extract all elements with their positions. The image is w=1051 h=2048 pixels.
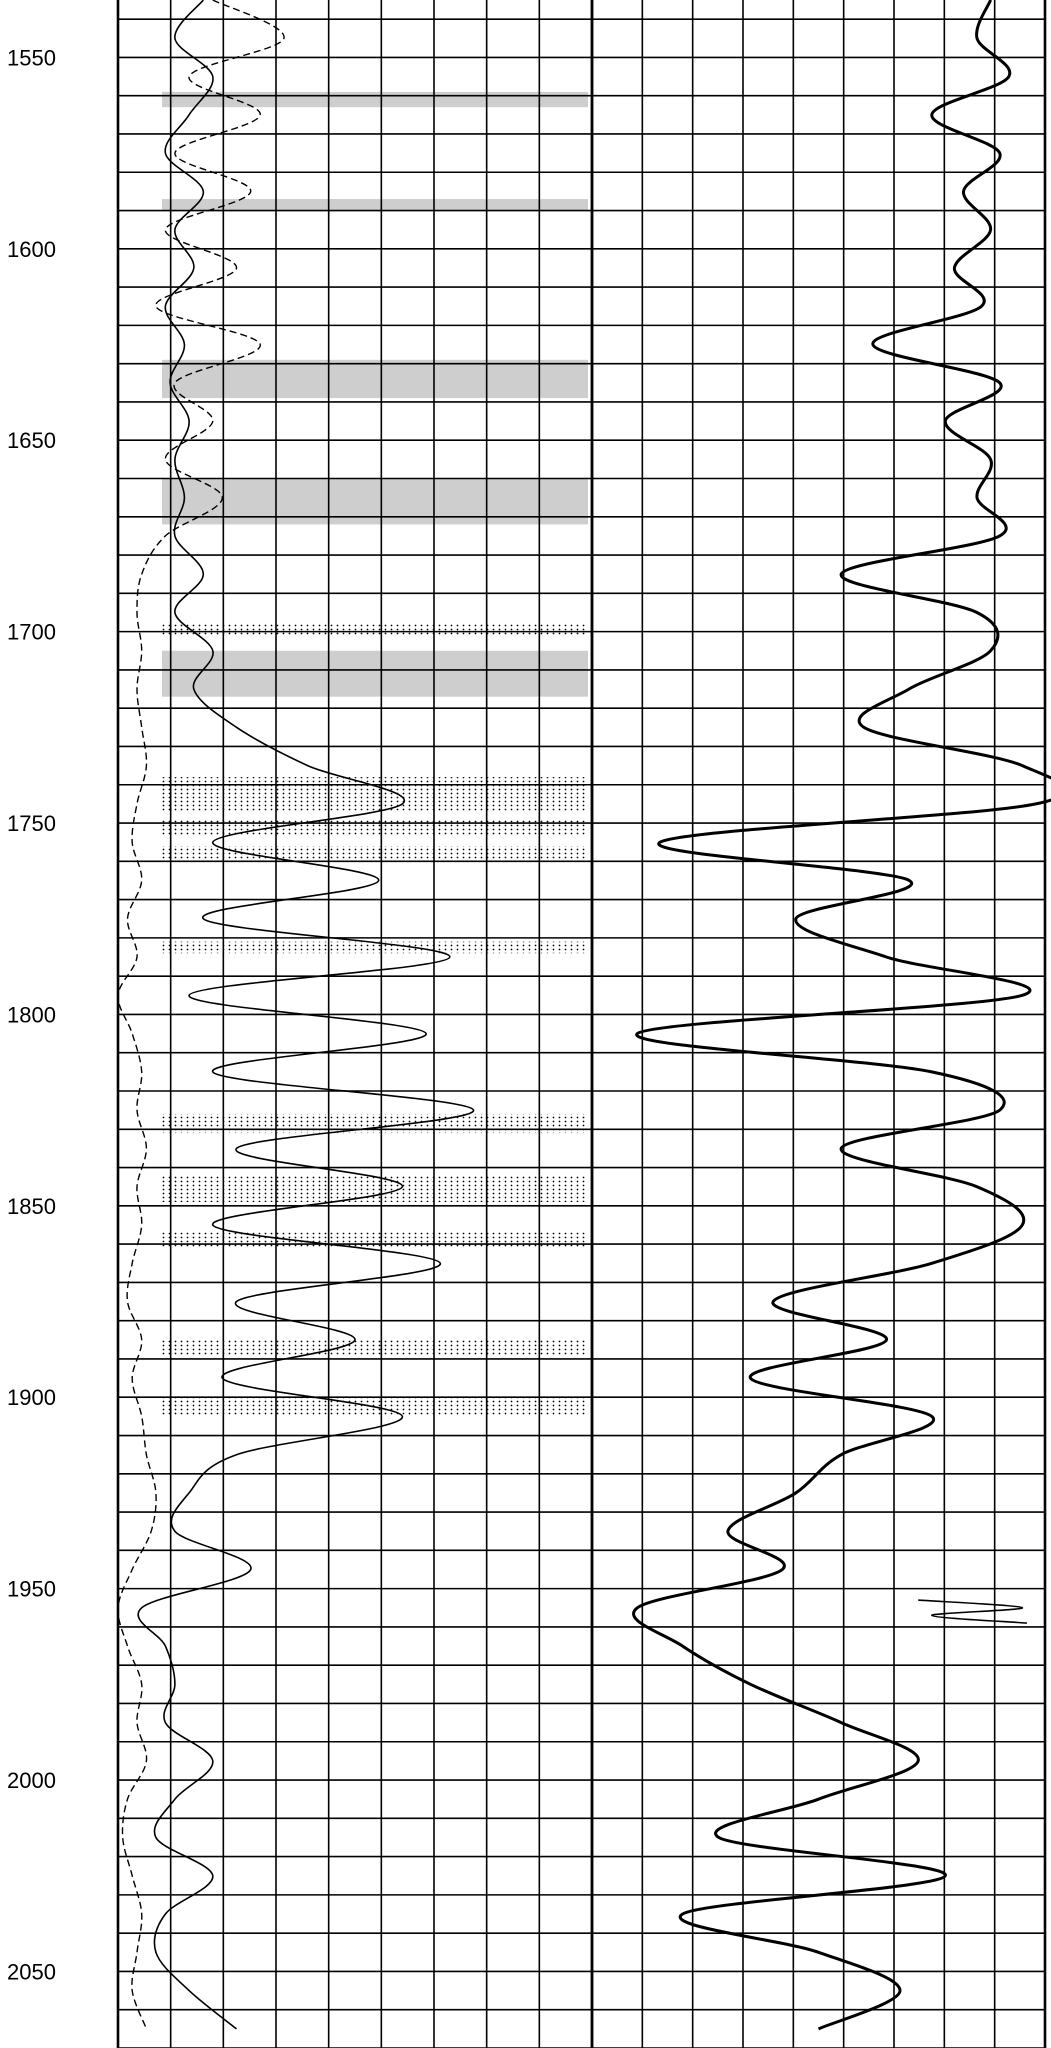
log-curve-0 bbox=[117, 0, 285, 2030]
depth-axis-labels: 1550 1600 1650 1700 1750 1800 1850 1900 1950 2000… bbox=[7, 45, 56, 1984]
depth-tick-label-4: 1750 bbox=[7, 811, 56, 836]
depth-tick-label-0: 1550 bbox=[7, 45, 56, 70]
lithology-bed-9 bbox=[162, 941, 588, 954]
lithology-bed-12 bbox=[162, 1232, 588, 1248]
lithology-bed-10 bbox=[162, 1113, 588, 1134]
depth-tick-label-7: 1900 bbox=[7, 1385, 56, 1410]
depth-tick-label-10: 2050 bbox=[7, 1959, 56, 1984]
log-curves bbox=[117, 0, 1051, 2031]
depth-tick-label-3: 1700 bbox=[7, 620, 56, 645]
depth-tick-label-5: 1800 bbox=[7, 1002, 56, 1027]
log-curve-3 bbox=[918, 1599, 1027, 1624]
lithology-bed-1 bbox=[162, 199, 588, 211]
lithology-bed-2 bbox=[162, 359, 588, 399]
log-curve-2 bbox=[632, 0, 1051, 2031]
lithology-bed-6 bbox=[162, 777, 588, 812]
lithology-beds bbox=[162, 91, 588, 1417]
lithology-bed-13 bbox=[162, 1339, 588, 1356]
lithology-bed-7 bbox=[162, 819, 588, 835]
depth-grid bbox=[116, 0, 1047, 2048]
depth-tick-label-2: 1650 bbox=[7, 428, 56, 453]
lithology-bed-0 bbox=[162, 91, 588, 108]
lithology-bed-5 bbox=[162, 650, 588, 697]
depth-tick-label-6: 1850 bbox=[7, 1194, 56, 1219]
depth-tick-label-8: 1950 bbox=[7, 1577, 56, 1602]
depth-tick-label-1: 1600 bbox=[7, 237, 56, 262]
lithology-bed-4 bbox=[162, 623, 588, 636]
log-curve-1 bbox=[137, 0, 475, 2030]
depth-tick-label-9: 2000 bbox=[7, 1768, 56, 1793]
lithology-bed-11 bbox=[162, 1175, 588, 1203]
